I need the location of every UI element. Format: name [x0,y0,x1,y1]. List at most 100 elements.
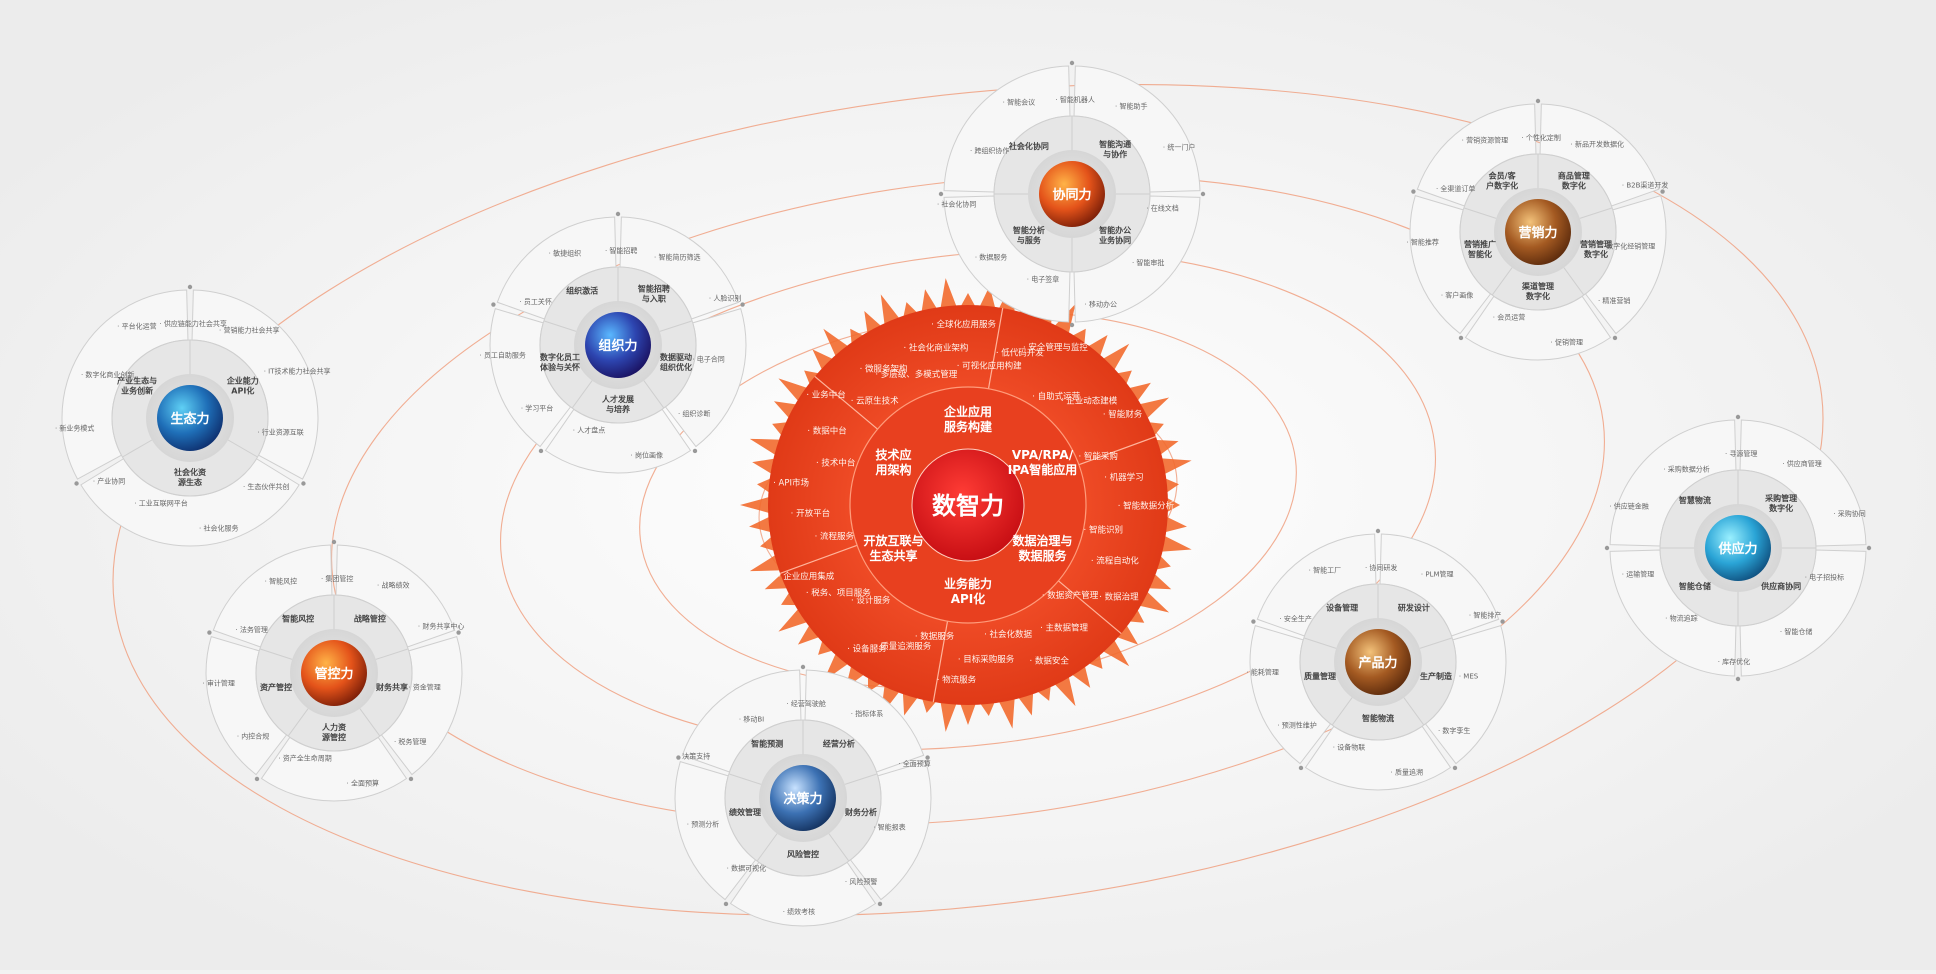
planet-item: · 风险预警 [845,877,877,886]
planet-sector-label-line: 智能分析 [1013,225,1045,235]
sun-outer-item: · 企业应用集成 [778,571,835,582]
planet-marker-dot [1660,189,1665,194]
planet-sector-label: 智能仓储 [1679,581,1711,591]
sun-inner-label-line: 业务能力 [944,576,992,591]
planet-item: · 社会化服务 [199,523,238,532]
planet-sector-label: 智能预测 [751,739,783,749]
planet-sector-label: 采购管理数字化 [1764,493,1797,513]
sun-inner-label-line: VPA/RPA/ [1012,448,1074,462]
planet-item: · 社会化协同 [937,199,976,208]
sun-sector-divider [1058,580,1122,635]
planet-item: · 智能风控 [265,577,297,586]
planet-sector-label: 人才发展与培养 [602,394,634,414]
planet-sector-label-line: 组织优化 [660,362,692,372]
orbit-ring [112,84,1824,916]
planet-sector-label-line: API化 [231,386,254,396]
planet-item: · 员工自助服务 [479,350,525,359]
planet-sector-label-line: 智能办公 [1099,225,1131,235]
planet-item: · 智能推荐 [1406,237,1438,246]
planet-4: 营销力商品管理数字化营销管理数字化渠道管理数字化营销推广智能化会员/客户数字化·… [1406,98,1668,361]
sun-sector-divider [987,307,1004,389]
planet-sector-label: 社会化资源生态 [173,467,206,487]
planet-sector-label-line: 体验与关怀 [540,362,580,372]
planet-item: · 人才盘点 [573,425,605,434]
planet-item: · 质量追溯 [1391,767,1423,776]
sun-outer-item: · 流程服务 [815,531,855,542]
planet-sector-label-line: 营销推广 [1464,239,1496,249]
planet-item: · 数字孪生 [1438,726,1470,735]
planet-sector-label: 营销管理数字化 [1580,239,1612,259]
sun-outer-item: · 设备服务 [847,644,887,655]
sun-outer-item: · 社会化数据 [984,629,1032,640]
planet-marker-dot [1069,60,1075,66]
planet-item: · 采购协同 [1833,509,1865,518]
sun-outer-item: · 流程自动化 [1091,555,1139,566]
planet-sector-label-line: 数字化员工 [540,352,580,362]
planet-label: 供应力 [1717,541,1757,557]
sun-inner-label-line: 数据治理与 [1012,533,1072,548]
sun-inner-label: 数据治理与数据服务 [1012,533,1072,563]
sun-inner-label: 企业应用服务构建 [943,404,993,434]
sun-inner-label: VPA/RPA/IPA智能应用 [1008,448,1077,477]
planet-item: · 电子签章 [1027,274,1059,283]
planet-sector-label-line: 营销管理 [1580,239,1612,249]
planet-item: · 运输管理 [1622,570,1654,579]
planet-marker-dot [938,191,944,197]
planet-sector-label-line: 采购管理 [1764,493,1797,503]
sun-outer-item: · 自助式运营 [1032,391,1080,402]
planet-sector-divider [1491,267,1513,296]
planet-item: · PLM管理 [1421,570,1454,579]
sun-core-label: 数智力 [932,492,1004,520]
planet-sector-divider [1563,267,1585,296]
planet-sector-label-line: 与服务 [1017,235,1042,245]
planet-sector-label-line: 与培养 [606,404,630,414]
planet-marker-dot [538,448,544,454]
planet-marker-dot [1735,676,1741,682]
planet-item: · 统一门户 [1163,143,1195,152]
planet-item: · 智能排产 [1469,611,1501,620]
planet-sector-label: 营销推广智能化 [1464,239,1496,259]
sun-inner-label-line: 生态共享 [870,548,918,563]
planet-sector-label: 商品管理数字化 [1558,171,1590,191]
planet-item: · 供应链金融 [1609,501,1648,510]
planet-label: 产品力 [1358,655,1397,671]
planet-sphere [1705,515,1771,581]
planet-sector-label: 智能办公业务协同 [1099,225,1131,245]
planet-item: · 平台化运营 [117,322,156,331]
planet-item: · 岗位画像 [631,450,663,459]
planet-item: · 全面预算 [898,759,930,768]
planet-sector-label: 智能物流 [1362,713,1394,723]
planet-sector-label: 绩效管理 [729,807,761,817]
planet-label: 组织力 [598,338,637,354]
planet-sector-divider [1331,697,1353,726]
planet-item: · 智能招聘 [605,246,637,255]
orbit-ring [499,249,1437,751]
sun-outer-item: · 智能采购 [1078,451,1117,462]
planet-item: · 数据可视化 [727,863,766,872]
sun-outer-item: · 微服务架构 [860,363,908,374]
planet-sector-label-line: 智能沟通 [1099,139,1131,149]
planet-item: · 资产全生命周期 [278,753,331,762]
planet-item: · 智能助手 [1115,102,1147,111]
sun-inner-label-line: IPA智能应用 [1008,462,1077,477]
sun-outer-item: · 税务、项目服务 [806,587,871,598]
planet-sector-divider [756,833,778,862]
planet-item: · MES [1459,672,1479,680]
planet-sector-label-line: 与入职 [642,294,666,304]
planet-sector-label: 人力资源管控 [322,722,346,742]
sun-outer-item: · 低代码开发 [996,348,1044,359]
sun-outer-item: · 技术中台 [816,458,855,469]
planet-item: · 智能报表 [873,822,905,831]
planet-sector-divider [571,380,593,409]
planet-marker-dot [676,755,681,760]
planet-item: · 电子招投标 [1805,572,1844,581]
planet-item: · 财务共享中心 [418,622,464,631]
planet-item: · 战略绩效 [377,581,409,590]
planet-item: · 新业务模式 [55,423,94,432]
planet-item: · 能耗管理 [1246,667,1278,676]
sun-outer-item: · 数据安全 [1030,655,1070,666]
planet-sector-label-line: 数字化 [1562,181,1586,191]
sun-sector-divider [932,621,949,703]
